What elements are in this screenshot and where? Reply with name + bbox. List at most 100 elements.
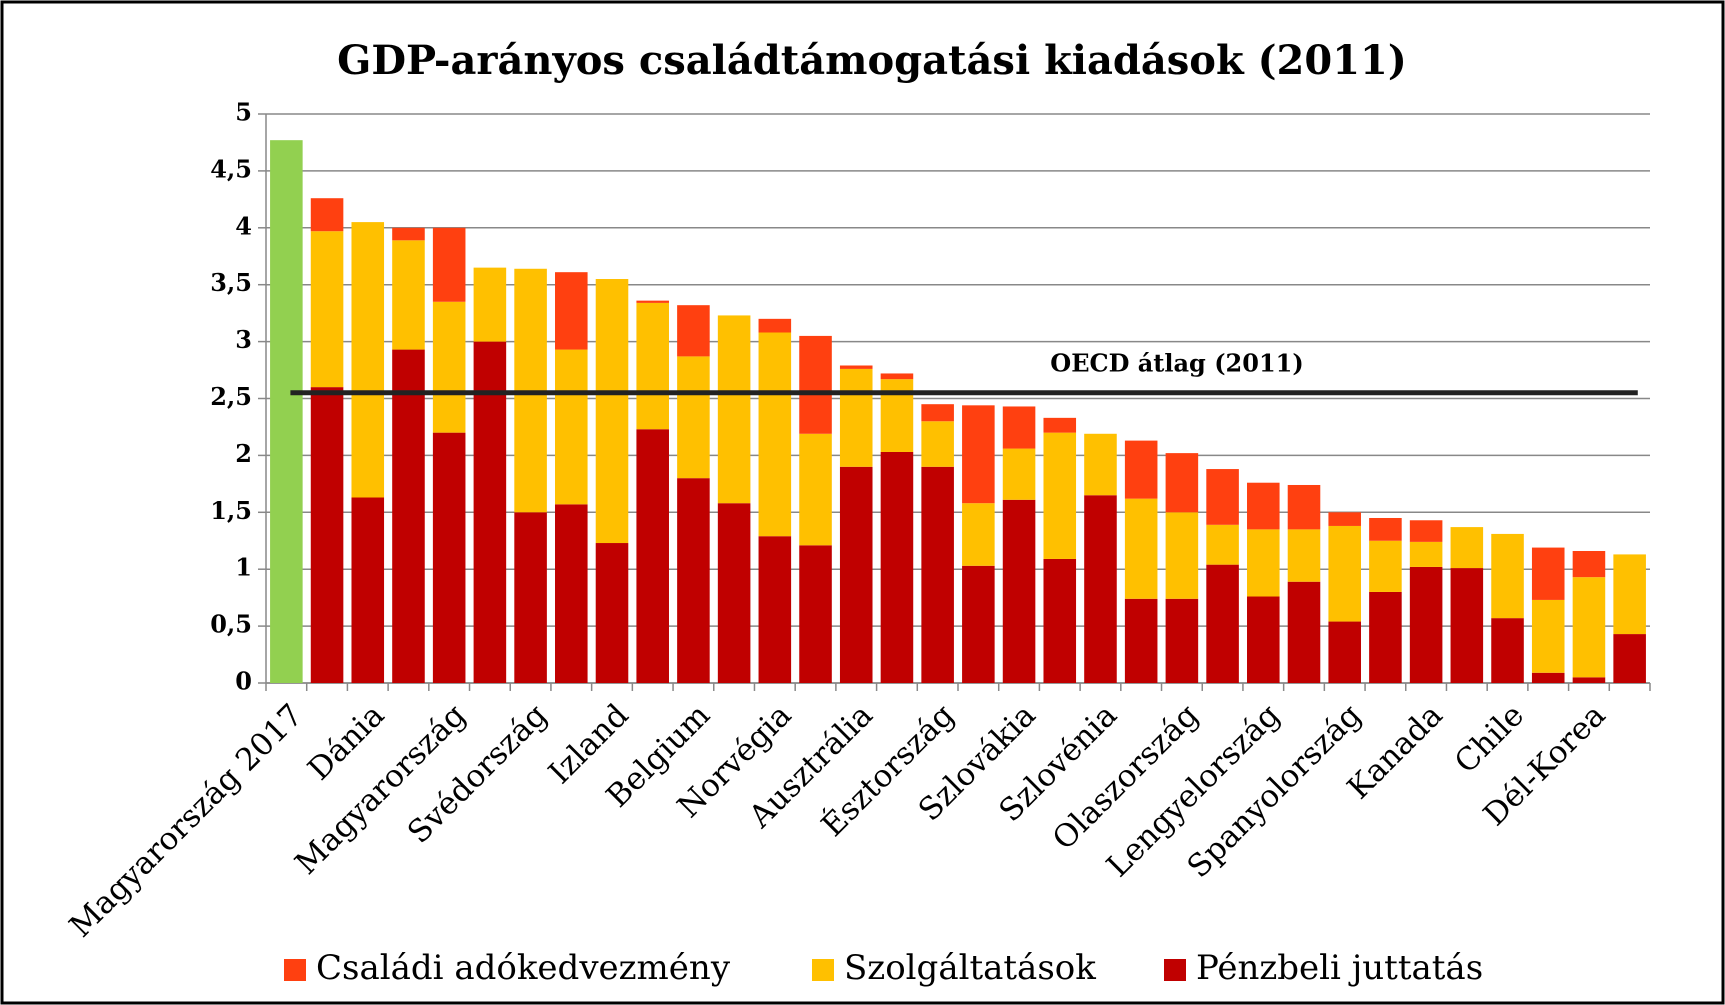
y-tick-label: 2 [235, 439, 252, 468]
bar-segment [270, 140, 303, 683]
bar-segment [432, 227, 466, 302]
chart-title: GDP-arányos családtámogatási kiadások (2… [337, 37, 1407, 84]
bar-segment [1165, 512, 1199, 599]
bar-segment [1124, 440, 1158, 499]
bar-segment [1491, 533, 1524, 619]
legend-label: Családi adókedvezmény [316, 948, 731, 988]
bar-segment [677, 356, 710, 479]
bar-segment [962, 565, 995, 683]
bar-segment [1247, 529, 1280, 597]
bar-segment [880, 451, 914, 683]
bar-segment [310, 387, 344, 683]
bar-segment [1328, 525, 1361, 622]
bar-segment [1613, 554, 1646, 635]
bar-segment [1287, 484, 1321, 530]
bar-segment [555, 272, 588, 350]
bar-segment [839, 365, 873, 369]
bar-segment [1287, 581, 1321, 683]
bar-segment [1043, 432, 1077, 559]
y-tick-label: 0,5 [210, 610, 252, 639]
bar-segment [1409, 541, 1443, 567]
bar-segment [1206, 469, 1239, 525]
bar-segment [1124, 598, 1158, 683]
bar-segment [636, 429, 669, 683]
bar-segment [1613, 634, 1646, 683]
bar-segment [799, 545, 832, 683]
bar-segment [1409, 520, 1443, 542]
bar-segment [432, 432, 466, 683]
bar-segment [1328, 621, 1361, 683]
bar-segment [1002, 406, 1036, 449]
y-tick-label: 1,5 [210, 496, 252, 525]
y-tick-label: 2,5 [210, 382, 252, 411]
bar-segment [392, 227, 425, 241]
y-tick-label: 4 [235, 211, 252, 240]
bar-segment [555, 504, 588, 683]
bar-segment [677, 478, 710, 683]
bar-segment [1043, 417, 1077, 433]
legend-swatch [812, 959, 834, 981]
bar-segment [1409, 566, 1443, 683]
bar-segment [1247, 482, 1280, 530]
bar-segment [1287, 529, 1321, 582]
bar-segment [1002, 448, 1036, 500]
bar-segment [1165, 598, 1199, 683]
bar-segment [595, 279, 629, 544]
bar-segment [962, 503, 995, 566]
legend-label: Pénzbeli juttatás [1196, 948, 1483, 988]
bar-segment [636, 300, 669, 303]
bar-segment [1450, 568, 1484, 683]
bar-segment [1369, 591, 1402, 683]
bar-segment [1084, 495, 1117, 683]
bar-segment [921, 404, 954, 422]
bar-segment [1369, 540, 1402, 592]
bar-segment [555, 349, 588, 505]
bar-segment [880, 373, 914, 380]
y-tick-label: 4,5 [210, 154, 252, 183]
bar-segment [962, 405, 995, 504]
legend-label: Szolgáltatások [844, 948, 1096, 988]
bar-segment [839, 368, 873, 467]
bar-segment [351, 497, 385, 683]
bar-segment [1572, 577, 1606, 678]
bar-segment [1491, 618, 1524, 683]
legend-swatch [1164, 959, 1186, 981]
bar-segment [1328, 512, 1361, 526]
bar-segment [1084, 433, 1117, 496]
y-tick-label: 1 [235, 553, 252, 582]
bar-segment [392, 240, 425, 350]
bar-segment [1124, 498, 1158, 599]
bar-segment [1165, 453, 1199, 513]
bar-segment [1206, 524, 1239, 565]
bar-segment [839, 466, 873, 683]
bar-segment [799, 335, 832, 434]
bar-segment [677, 305, 710, 357]
bar-segment [1531, 547, 1565, 600]
bar-segment [1531, 672, 1565, 683]
bar-segment [799, 433, 832, 546]
bar-segment [1572, 677, 1606, 683]
bar-segment [310, 198, 344, 232]
y-tick-label: 3,5 [210, 268, 252, 297]
y-tick-label: 3 [235, 325, 252, 354]
bar-segment [758, 536, 792, 683]
legend-swatch [284, 959, 306, 981]
bar-segment [1247, 596, 1280, 683]
bar-segment [758, 318, 792, 333]
bar-segment [1369, 517, 1402, 541]
bar-segment [717, 315, 751, 504]
bar-segment [595, 543, 629, 683]
bar-segment [1043, 558, 1077, 683]
bar-segment [310, 231, 344, 388]
bar-segment [921, 466, 954, 683]
bar-segment [392, 349, 425, 683]
bar-segment [1002, 499, 1036, 683]
bar-segment [351, 222, 385, 498]
reference-label: OECD átlag (2011) [1050, 348, 1303, 377]
y-tick-label: 5 [235, 98, 252, 127]
bar-segment [880, 379, 914, 452]
bar-segment [432, 301, 466, 433]
bar-segment [514, 512, 547, 683]
bar-segment [1450, 527, 1484, 569]
